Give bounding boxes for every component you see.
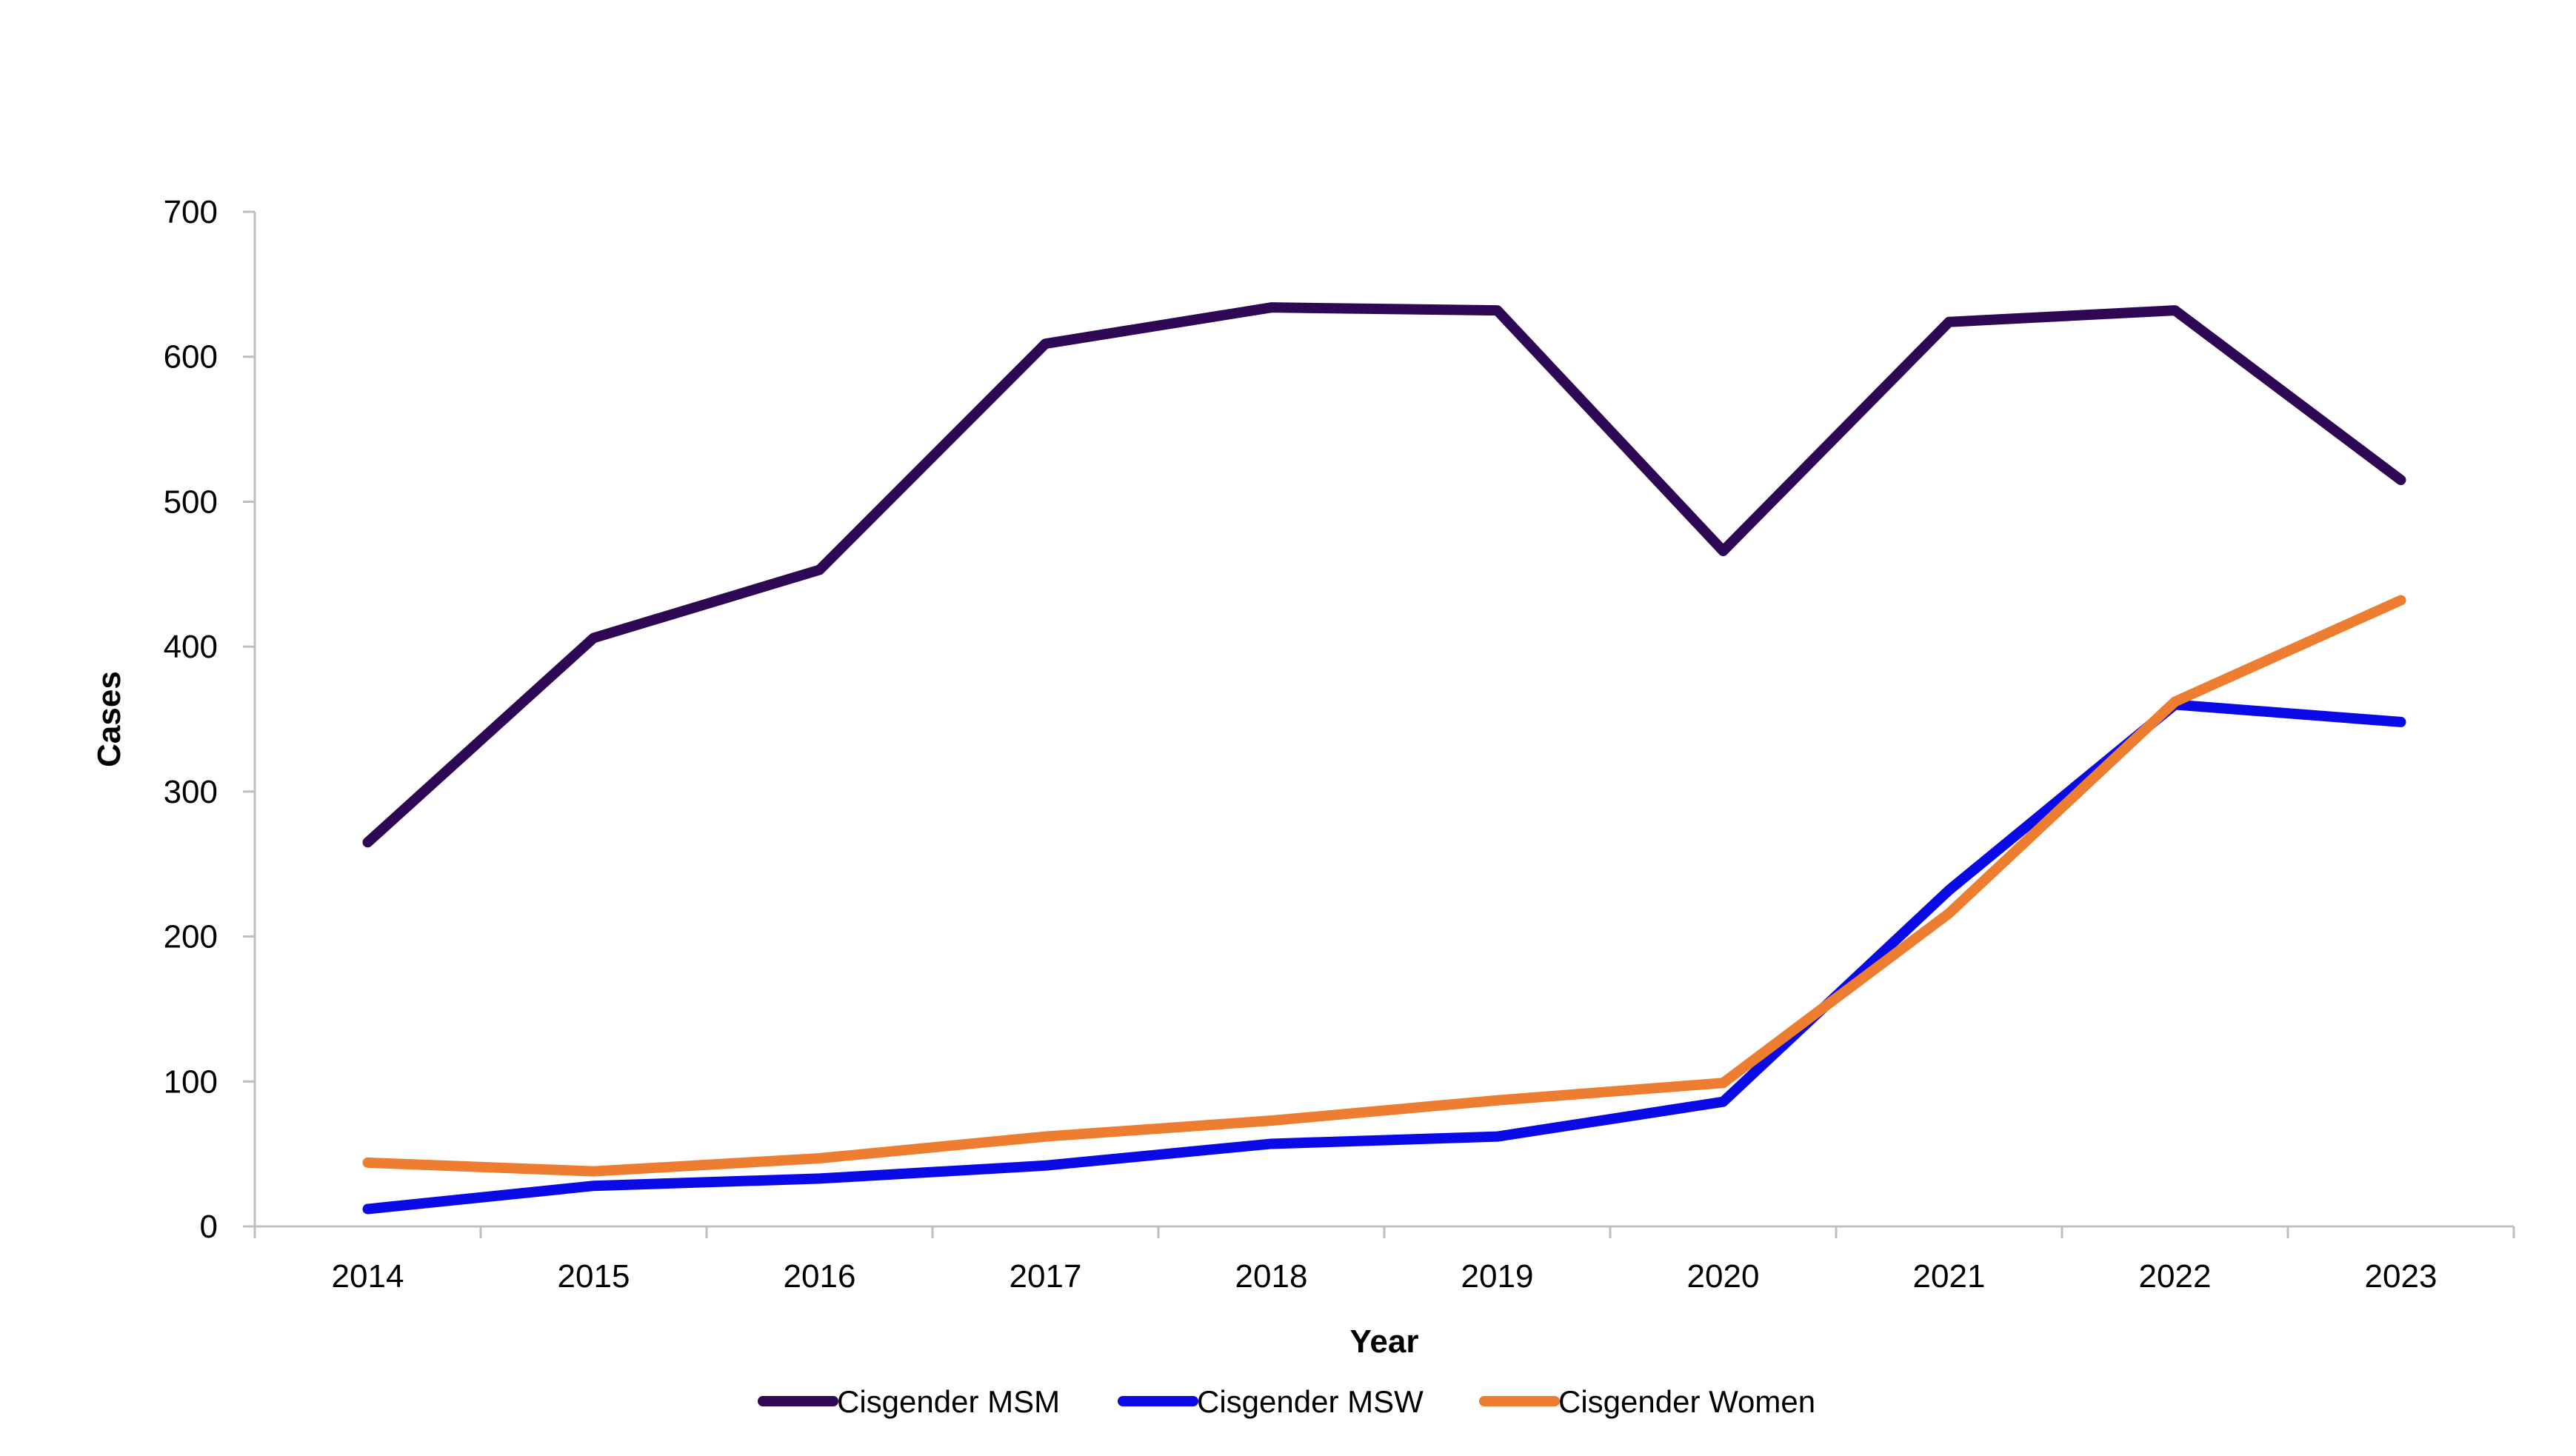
x-tick-label: 2016 — [784, 1258, 856, 1295]
series-line-cisgender-msw — [362, 699, 2406, 1215]
x-tick-label: 2018 — [1235, 1258, 1308, 1295]
y-tick-label: 600 — [164, 339, 218, 375]
y-tick-label: 700 — [164, 194, 218, 230]
x-tick-label: 2023 — [2365, 1258, 2437, 1295]
y-tick-label: 400 — [164, 629, 218, 665]
y-tick-label: 200 — [164, 919, 218, 955]
x-tick-label: 2017 — [1010, 1258, 1082, 1295]
legend-label: Cisgender MSM — [837, 1384, 1060, 1419]
x-tick-label: 2020 — [1687, 1258, 1760, 1295]
y-tick-label: 300 — [164, 774, 218, 810]
x-tick-label: 2019 — [1461, 1258, 1534, 1295]
legend-label: Cisgender Women — [1558, 1384, 1815, 1419]
legend: Cisgender MSM Cisgender MSW Cisgender Wome… — [758, 1384, 1815, 1419]
series-line-cisgender-msm — [362, 302, 2406, 848]
x-tick-label: 2015 — [558, 1258, 630, 1295]
x-axis-title: Year — [1350, 1323, 1419, 1360]
series-lines — [362, 302, 2406, 1215]
y-axis-title: Cases — [91, 671, 127, 767]
x-tick-label: 2014 — [332, 1258, 404, 1295]
x-tick-label: 2022 — [2139, 1258, 2212, 1295]
y-tick-label: 100 — [164, 1063, 218, 1100]
series-line-cisgender-women — [362, 595, 2406, 1177]
x-ticks: 2014 2015 2016 2017 2018 2019 2020 2021 2022 2023 — [253, 1226, 2515, 1295]
y-tick-label: 0 — [200, 1209, 218, 1245]
y-tick-label: 500 — [164, 484, 218, 520]
y-ticks: 0 100 200 300 400 500 600 700 — [164, 194, 255, 1245]
x-tick-label: 2021 — [1913, 1258, 1986, 1295]
legend-label: Cisgender MSW — [1197, 1384, 1424, 1419]
axes — [253, 212, 2514, 1228]
